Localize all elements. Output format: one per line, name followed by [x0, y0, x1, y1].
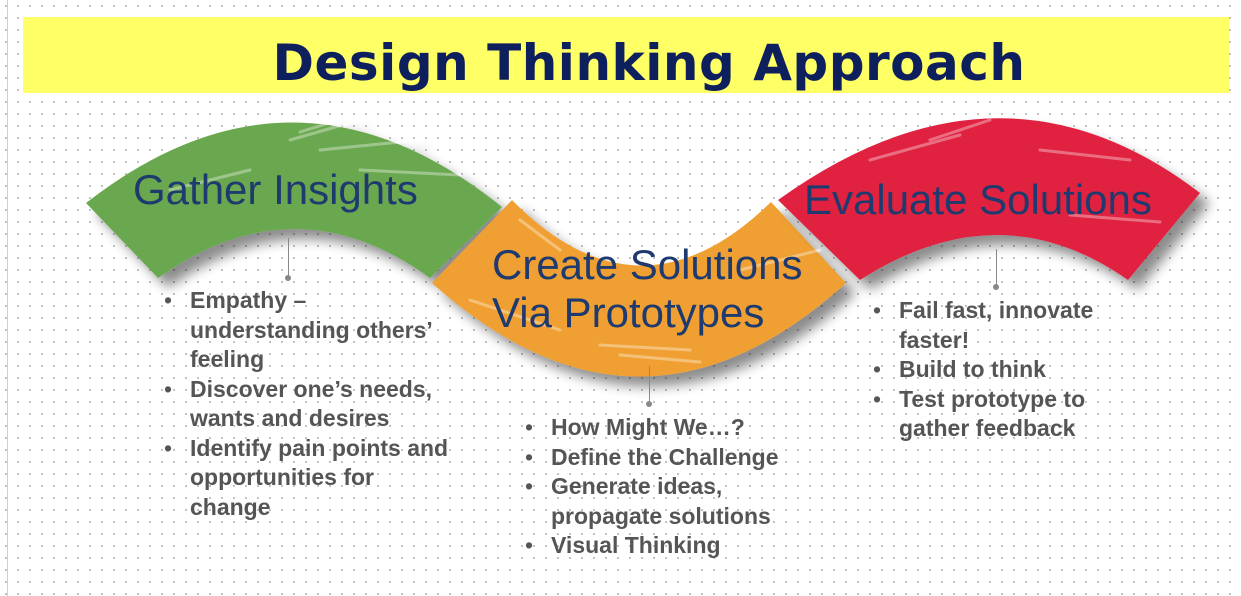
stage-2-arc	[432, 200, 846, 377]
list-item: Identify pain points and opportunities f…	[164, 434, 454, 523]
list-item: Visual Thinking	[525, 531, 825, 561]
stage-2-connector	[649, 366, 650, 404]
slide-left-edge	[7, 0, 8, 596]
stage-3-connector	[996, 249, 997, 287]
list-item: Discover one’s needs, wants and desires	[164, 375, 454, 434]
list-item: Generate ideas, propagate solutions	[525, 472, 825, 531]
stage-2-label: Create Solutions Via Prototypes	[492, 241, 803, 336]
stage-1-bullet-list: Empathy – understanding others’ feeling …	[164, 286, 454, 522]
stage-3-label: Evaluate Solutions	[804, 176, 1152, 223]
stage-3-bullet-list: Fail fast, innovate faster! Build to thi…	[873, 296, 1123, 444]
stage-2-connector-dot	[646, 401, 652, 407]
list-item: Test prototype to gather feedback	[873, 385, 1123, 444]
title-banner: Design Thinking Approach	[23, 17, 1229, 93]
page-title: Design Thinking Approach	[272, 34, 1026, 92]
list-item: Define the Challenge	[525, 443, 825, 473]
list-item: Build to think	[873, 355, 1123, 385]
stage-1-label: Gather Insights	[133, 166, 418, 213]
list-item: Empathy – understanding others’ feeling	[164, 286, 454, 375]
stage-2-bullet-list: How Might We…? Define the Challenge Gene…	[525, 413, 825, 561]
stage-1-connector	[288, 238, 289, 278]
stage-1-connector-dot	[285, 275, 291, 281]
stage-3-arc	[778, 118, 1200, 280]
list-item: Fail fast, innovate faster!	[873, 296, 1123, 355]
stage-3-connector-dot	[993, 284, 999, 290]
list-item: How Might We…?	[525, 413, 825, 443]
stage-1-arc	[86, 116, 502, 278]
